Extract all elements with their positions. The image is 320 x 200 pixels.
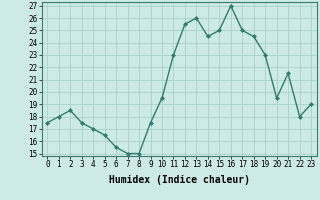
X-axis label: Humidex (Indice chaleur): Humidex (Indice chaleur) xyxy=(109,175,250,185)
